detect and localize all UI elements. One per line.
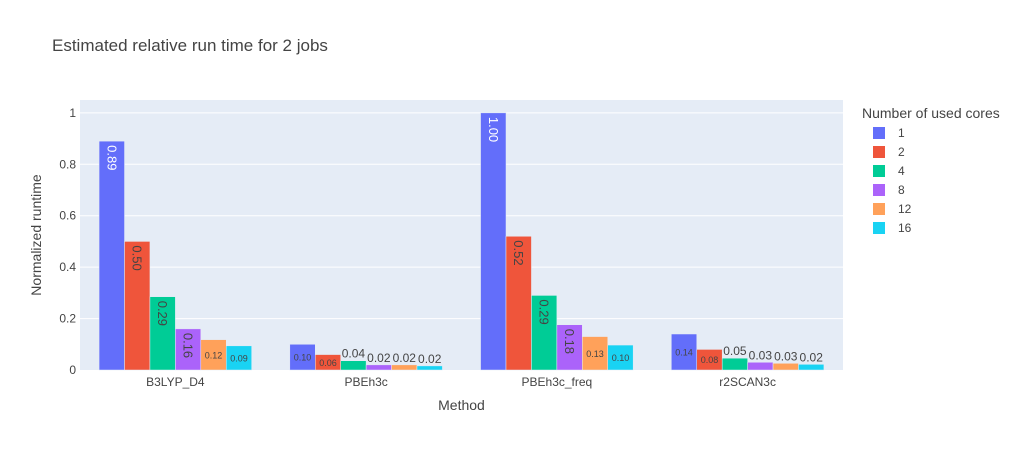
bar-label: 0.08 [701, 355, 719, 365]
legend-item-2[interactable]: 2 [873, 145, 905, 159]
bar-r2SCAN3c-12[interactable] [772, 363, 799, 371]
bar-label: 0.05 [723, 344, 747, 358]
x-tick-label: PBEh3c [344, 375, 387, 389]
bar-label: 0.52 [511, 240, 526, 265]
bar-label: 0.18 [562, 329, 577, 354]
bar-PBEh3c-1[interactable] [289, 344, 316, 371]
legend-item-8[interactable]: 8 [873, 183, 905, 197]
bar-label: 0.29 [537, 299, 552, 324]
gridlines [80, 112, 843, 320]
legend-item-12[interactable]: 12 [873, 202, 912, 216]
bar-label: 1.00 [486, 117, 501, 142]
bar-PBEh3c_freq-16[interactable] [607, 344, 634, 371]
plot-area [80, 100, 843, 370]
x-axis-ticks: B3LYP_D4 PBEh3c PBEh3c_freq r2SCAN3c [146, 375, 776, 389]
bar-PBEh3c_freq-1[interactable] [480, 112, 507, 371]
bar-PBEh3c-8[interactable] [365, 364, 392, 371]
bar-PBEh3c-16[interactable] [416, 365, 443, 371]
y-axis-title: Normalized runtime [28, 174, 44, 296]
legend-swatch [873, 203, 885, 215]
y-tick-label: 0.6 [59, 209, 76, 223]
legend-swatch [873, 127, 885, 139]
bar-label: 0.06 [319, 358, 337, 368]
x-tick-label: r2SCAN3c [719, 375, 776, 389]
bar-r2SCAN3c-8[interactable] [747, 362, 774, 371]
legend-swatch [873, 222, 885, 234]
y-tick-label: 0.2 [59, 312, 76, 326]
x-tick-label: PBEh3c_freq [522, 375, 593, 389]
bar-B3LYP_D4-16[interactable] [225, 345, 252, 371]
bar-PBEh3c-12[interactable] [391, 364, 418, 371]
x-tick-label: B3LYP_D4 [146, 375, 205, 389]
bar-label: 0.03 [774, 349, 798, 363]
y-tick-label: 0.8 [59, 157, 76, 171]
bar-label: 0.50 [130, 245, 145, 270]
bar-label: 0.02 [393, 351, 417, 365]
bar-label: 0.29 [155, 301, 170, 326]
legend-label: 4 [898, 164, 905, 178]
legend-swatch [873, 184, 885, 196]
y-axis-ticks: 0 0.2 0.4 0.6 0.8 1 [59, 106, 76, 377]
legend-item-16[interactable]: 16 [873, 221, 912, 235]
legend-label: 12 [898, 202, 912, 216]
y-tick-label: 0.4 [59, 260, 76, 274]
legend-item-4[interactable]: 4 [873, 164, 905, 178]
bar-PBEh3c-4[interactable] [340, 360, 367, 371]
bar-label: 0.02 [367, 351, 391, 365]
bar-label: 0.13 [586, 349, 604, 359]
x-axis-title: Method [438, 397, 485, 413]
bar-label: 0.14 [675, 348, 693, 358]
bar-r2SCAN3c-1[interactable] [671, 333, 698, 371]
bar-labels: 0.890.500.290.16 0.12 0.09 0.100.060.04 0.02… [104, 117, 823, 368]
bar-PBEh3c_freq-2[interactable] [505, 236, 532, 371]
chart-title: Estimated relative run time for 2 jobs [52, 36, 328, 55]
bar-label: 0.10 [294, 353, 312, 363]
bar-r2SCAN3c-16[interactable] [798, 364, 825, 371]
bar-label: 0.02 [800, 350, 824, 364]
bar-B3LYP_D4-1[interactable] [98, 140, 125, 371]
bar-B3LYP_D4-2[interactable] [124, 241, 151, 371]
bar-label: 0.04 [342, 347, 366, 361]
bar-label: 0.03 [749, 348, 773, 362]
bar-r2SCAN3c-4[interactable] [721, 357, 748, 371]
legend-label: 8 [898, 183, 905, 197]
bar-label: 0.10 [612, 353, 630, 363]
bar-label: 0.09 [230, 353, 248, 363]
y-tick-label: 0 [69, 363, 76, 377]
bar-PBEh3c_freq-8[interactable] [556, 324, 583, 371]
bar-label: 0.02 [418, 352, 442, 366]
legend-label: 1 [898, 126, 905, 140]
legend-label: 2 [898, 145, 905, 159]
bar-label: 0.89 [104, 145, 119, 170]
bar-label: 0.16 [181, 333, 196, 358]
legend-title: Number of used cores [862, 105, 1000, 121]
legend-item-1[interactable]: 1 [873, 126, 905, 140]
bars [98, 112, 825, 371]
legend-label: 16 [898, 221, 912, 235]
bar-label: 0.12 [205, 350, 223, 360]
legend-swatch [873, 146, 885, 158]
y-tick-label: 1 [69, 106, 76, 120]
legend-swatch [873, 165, 885, 177]
